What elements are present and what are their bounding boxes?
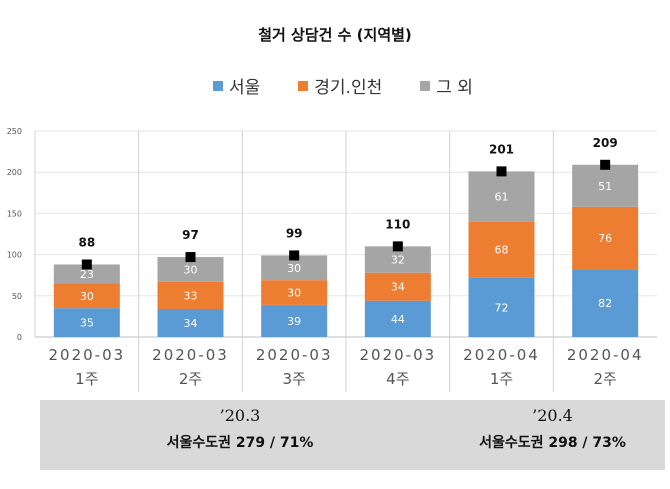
summary-period-april: ’20.4 [532,406,573,425]
bar-value-label: 30 [80,290,94,303]
x-tick-label-month: 2020-04 [567,346,644,364]
bar-segment [53,308,120,337]
bar-segment [572,206,639,270]
x-tick-label-week: 1주 [75,370,98,388]
legend-item-other: 그 외 [420,73,473,98]
summary-march: ’20.3 서울수도권 279 / 71% [40,400,440,452]
chart-title: 철거 상담건 수 (지역별) [258,26,412,44]
summary-period-march: ’20.3 [219,406,261,425]
bar-value-label: 30 [287,287,301,300]
legend-swatch-gyeonggi-incheon [298,80,309,91]
total-label: 110 [385,217,410,231]
bar-value-label: 34 [184,317,198,330]
total-marker [392,241,403,252]
bar-segment [468,221,535,278]
x-tick-label-month: 2020-04 [463,346,540,364]
x-tick-label-week: 2주 [593,370,616,388]
x-tick-label-week: 1주 [490,370,513,388]
bar-value-label: 34 [391,281,405,294]
legend: 서울 경기.인천 그 외 [213,73,473,98]
legend-label-other: 그 외 [436,78,473,98]
bar-segment [157,281,224,309]
total-label: 201 [489,142,514,156]
x-tick-label-month: 2020-03 [256,346,333,364]
y-tick-label: 100 [7,251,22,260]
legend-item-gyeonggi-incheon: 경기.인천 [298,73,382,98]
bar-value-label: 76 [598,232,612,245]
legend-label-seoul: 서울 [229,78,261,98]
legend-item-seoul: 서울 [213,73,260,98]
bar-value-label: 35 [80,317,94,330]
x-tick-label-month: 2020-03 [48,346,125,364]
total-label: 88 [78,235,95,249]
bar-segment [53,264,120,284]
bar-segment [157,308,224,337]
total-marker [185,252,196,263]
y-tick-label: 0 [17,333,22,342]
bar-segment [261,280,328,305]
bar-value-label: 82 [598,297,612,310]
bar-segment [468,277,535,337]
bar-value-label: 23 [80,268,94,281]
bar-segment [261,304,328,337]
x-tick-label-week: 3주 [282,370,305,388]
total-label: 209 [593,136,618,150]
bar-segment [364,272,431,301]
total-marker [496,166,507,177]
bar-value-label: 68 [495,244,509,257]
summary-panel: ’20.3 서울수도권 279 / 71% ’20.4 서울수도권 298 / … [40,400,665,470]
bar-value-label: 72 [495,301,509,314]
total-label: 99 [286,226,303,240]
bar-segment [468,171,535,222]
bar-segment [572,269,639,337]
x-tick-label-month: 2020-03 [359,346,436,364]
y-tick-label: 50 [12,292,22,301]
bar-value-label: 44 [391,313,405,326]
bar-segment [572,164,639,207]
legend-swatch-other [420,80,431,91]
bar-segment [364,300,431,337]
summary-april: ’20.4 서울수도권 298 / 73% [440,400,665,452]
total-label: 97 [182,228,199,242]
bar-value-label: 33 [184,289,198,302]
total-marker [81,259,92,270]
total-marker [289,250,300,261]
bar-value-label: 30 [287,262,301,275]
bar-value-label: 61 [495,191,509,204]
x-tick-label-week: 2주 [179,370,202,388]
y-tick-label: 250 [7,127,22,136]
legend-label-gyeonggi-incheon: 경기.인천 [314,78,383,98]
bar-value-label: 51 [598,180,612,193]
y-tick-label: 200 [7,168,22,177]
bar-segment [53,283,120,309]
bar-value-label: 39 [287,315,301,328]
legend-swatch-seoul [213,80,223,91]
bar-value-label: 32 [391,254,405,267]
x-tick-label-week: 4주 [386,370,409,388]
x-tick-label-month: 2020-03 [152,346,229,364]
plot-area: 0 50 100 150 200 250 35 30 23 88 2020-03 1주 34 33 30 97… [7,127,657,392]
bar-value-label: 30 [184,263,198,276]
total-marker [600,159,611,170]
y-tick-label: 150 [7,209,22,218]
summary-metro-april: 서울수도권 298 / 73% [479,435,626,451]
summary-metro-march: 서울수도권 279 / 71% [166,435,314,451]
